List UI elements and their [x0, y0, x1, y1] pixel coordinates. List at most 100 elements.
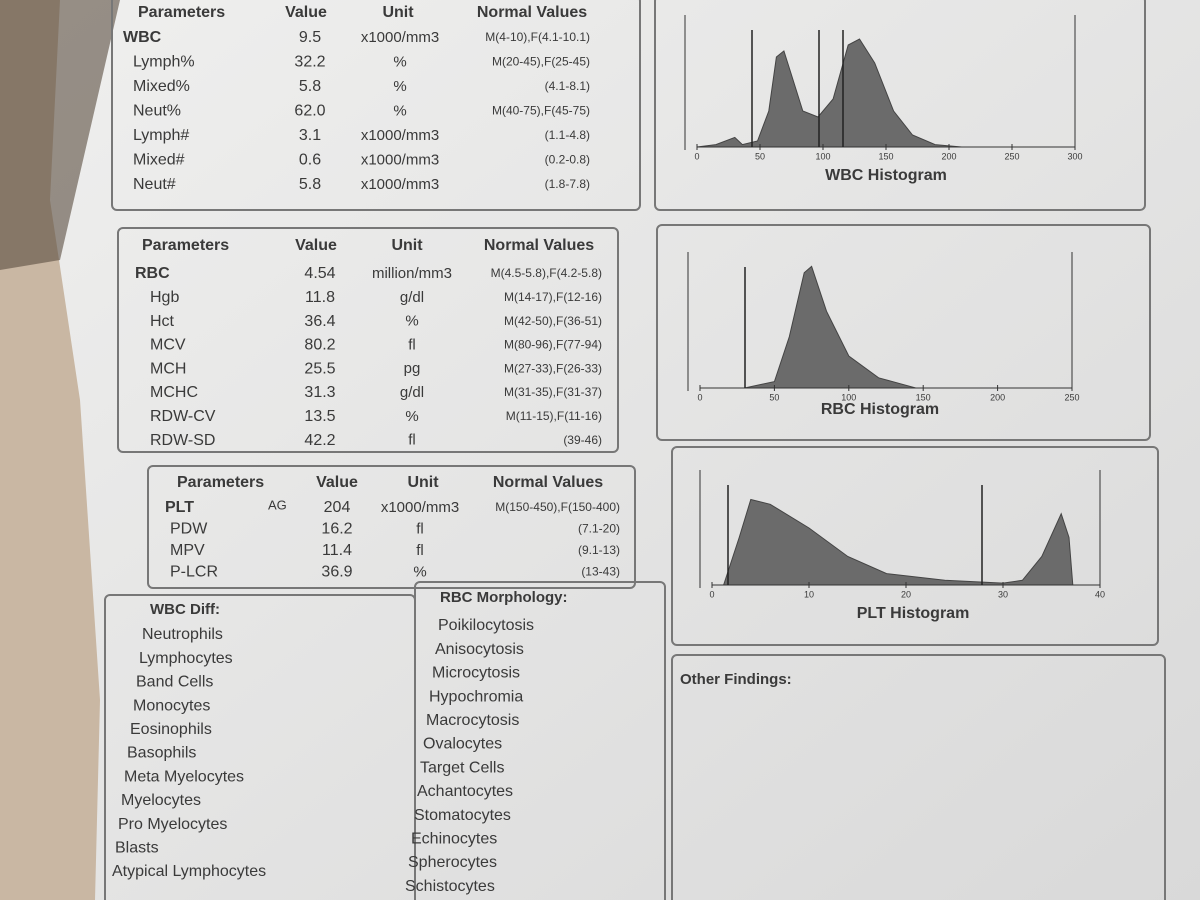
rbc-box: [117, 227, 619, 453]
parameter-value: 42.2: [304, 432, 335, 449]
tick-label: 50: [769, 392, 779, 402]
parameter-unit: fl: [408, 336, 416, 353]
list-item: Schistocytes: [405, 878, 495, 895]
list-item: Monocytes: [133, 697, 210, 714]
list-item: Stomatocytes: [414, 807, 511, 824]
parameter-unit: x1000/mm3: [381, 499, 459, 516]
tick-label: 10: [804, 589, 814, 599]
normal-range: M(4.5-5.8),F(4.2-5.8): [491, 266, 602, 280]
tick-label: 250: [1064, 392, 1079, 402]
parameter-value: 62.0: [294, 103, 325, 120]
parameter-unit: x1000/mm3: [361, 29, 439, 46]
parameter-value: 13.5: [304, 408, 335, 425]
list-item: Achantocytes: [417, 783, 513, 800]
parameter-name: MCH: [150, 360, 186, 377]
parameter-unit: %: [393, 78, 406, 95]
parameter-name: Mixed#: [133, 152, 185, 169]
tick-label: 300: [1067, 151, 1082, 161]
normal-range: M(11-15),F(11-16): [506, 409, 602, 423]
tick-label: 100: [841, 392, 856, 402]
list-item: Pro Myelocytes: [118, 816, 227, 833]
column-header: Unit: [382, 4, 414, 21]
list-item: Anisocytosis: [435, 641, 524, 658]
list-item: Spherocytes: [408, 854, 497, 871]
parameter-unit: x1000/mm3: [361, 127, 439, 144]
histogram-curve: [744, 265, 916, 389]
parameter-unit: %: [393, 102, 406, 119]
histogram-curve: [722, 498, 1074, 586]
parameter-name: RBC: [135, 265, 170, 282]
normal-range: M(42-50),F(36-51): [504, 314, 602, 328]
normal-range: (7.1-20): [578, 522, 620, 536]
list-item: Band Cells: [136, 674, 213, 691]
parameter-unit: x1000/mm3: [361, 151, 439, 168]
parameter-value: 5.8: [299, 176, 321, 193]
parameter-unit: pg: [404, 360, 421, 377]
tick-label: 200: [941, 151, 956, 161]
column-header: Parameters: [138, 4, 225, 21]
histogram-title: WBC Histogram: [825, 167, 947, 184]
list-item: Neutrophils: [142, 626, 223, 643]
histogram-curve: [696, 38, 962, 148]
parameter-unit: g/dl: [400, 289, 424, 306]
parameter-name: MCV: [150, 337, 186, 354]
parameter-value: 25.5: [304, 360, 335, 377]
list-item: Microcytosis: [432, 665, 520, 682]
paper: [50, 0, 1200, 900]
other-findings-title: Other Findings:: [680, 671, 792, 688]
parameter-unit: million/mm3: [372, 265, 452, 282]
tick-label: 250: [1004, 151, 1019, 161]
parameter-value: 5.8: [299, 78, 321, 95]
normal-range: M(4-10),F(4.1-10.1): [485, 30, 590, 44]
wbc-histogram-box: [654, 0, 1146, 211]
parameter-value: 31.3: [304, 384, 335, 401]
parameter-name: Lymph%: [133, 54, 195, 71]
parameter-name: Hct: [150, 313, 175, 330]
parameter-unit: %: [393, 53, 406, 70]
column-header: Normal Values: [493, 474, 603, 491]
tick-label: 0: [697, 392, 702, 402]
parameter-name: MCHC: [150, 384, 198, 401]
other-findings-box: [671, 654, 1166, 900]
list-item: Myelocytes: [121, 792, 201, 809]
parameter-name: PDW: [170, 521, 208, 538]
parameter-value: 80.2: [304, 337, 335, 354]
normal-range: (1.8-7.8): [545, 177, 590, 191]
parameter-name: RDW-CV: [150, 408, 216, 425]
plt-histogram-box: [671, 446, 1159, 646]
wbc-box: [111, 0, 641, 211]
list-item: Meta Myelocytes: [124, 768, 244, 785]
parameter-name: P-LCR: [170, 564, 218, 581]
parameter-unit: %: [413, 563, 426, 580]
parameter-name: MPV: [170, 542, 205, 559]
histogram-title: PLT Histogram: [857, 605, 970, 622]
plt-box: [147, 465, 636, 589]
normal-range: (39-46): [563, 433, 602, 447]
parameter-unit: fl: [408, 432, 416, 449]
column-header: Value: [316, 474, 358, 491]
parameter-name: PLT: [165, 499, 194, 516]
parameter-name: Hgb: [150, 289, 179, 306]
column-header: Unit: [391, 237, 423, 254]
list-item: Hypochromia: [429, 688, 523, 705]
list-item: Macrocytosis: [426, 712, 519, 729]
parameter-unit: fl: [416, 520, 424, 537]
tick-label: 20: [901, 589, 911, 599]
parameter-value: 0.6: [299, 152, 321, 169]
normal-range: M(27-33),F(26-33): [504, 361, 602, 375]
normal-range: (0.2-0.8): [545, 153, 590, 167]
parameter-value: 16.2: [321, 521, 352, 538]
histogram-title: RBC Histogram: [821, 401, 939, 418]
tick-label: 50: [755, 151, 765, 161]
tick-label: 30: [998, 589, 1008, 599]
parameter-value: 3.1: [299, 127, 321, 144]
column-header: Value: [295, 237, 337, 254]
parameter-name: RDW-SD: [150, 432, 215, 449]
normal-range: (9.1-13): [578, 543, 620, 557]
list-item: Poikilocytosis: [438, 617, 534, 634]
parameter-value: 204: [324, 499, 351, 516]
list-item: Blasts: [115, 840, 159, 857]
normal-range: (4.1-8.1): [545, 79, 590, 93]
normal-range: M(150-450),F(150-400): [495, 500, 620, 514]
